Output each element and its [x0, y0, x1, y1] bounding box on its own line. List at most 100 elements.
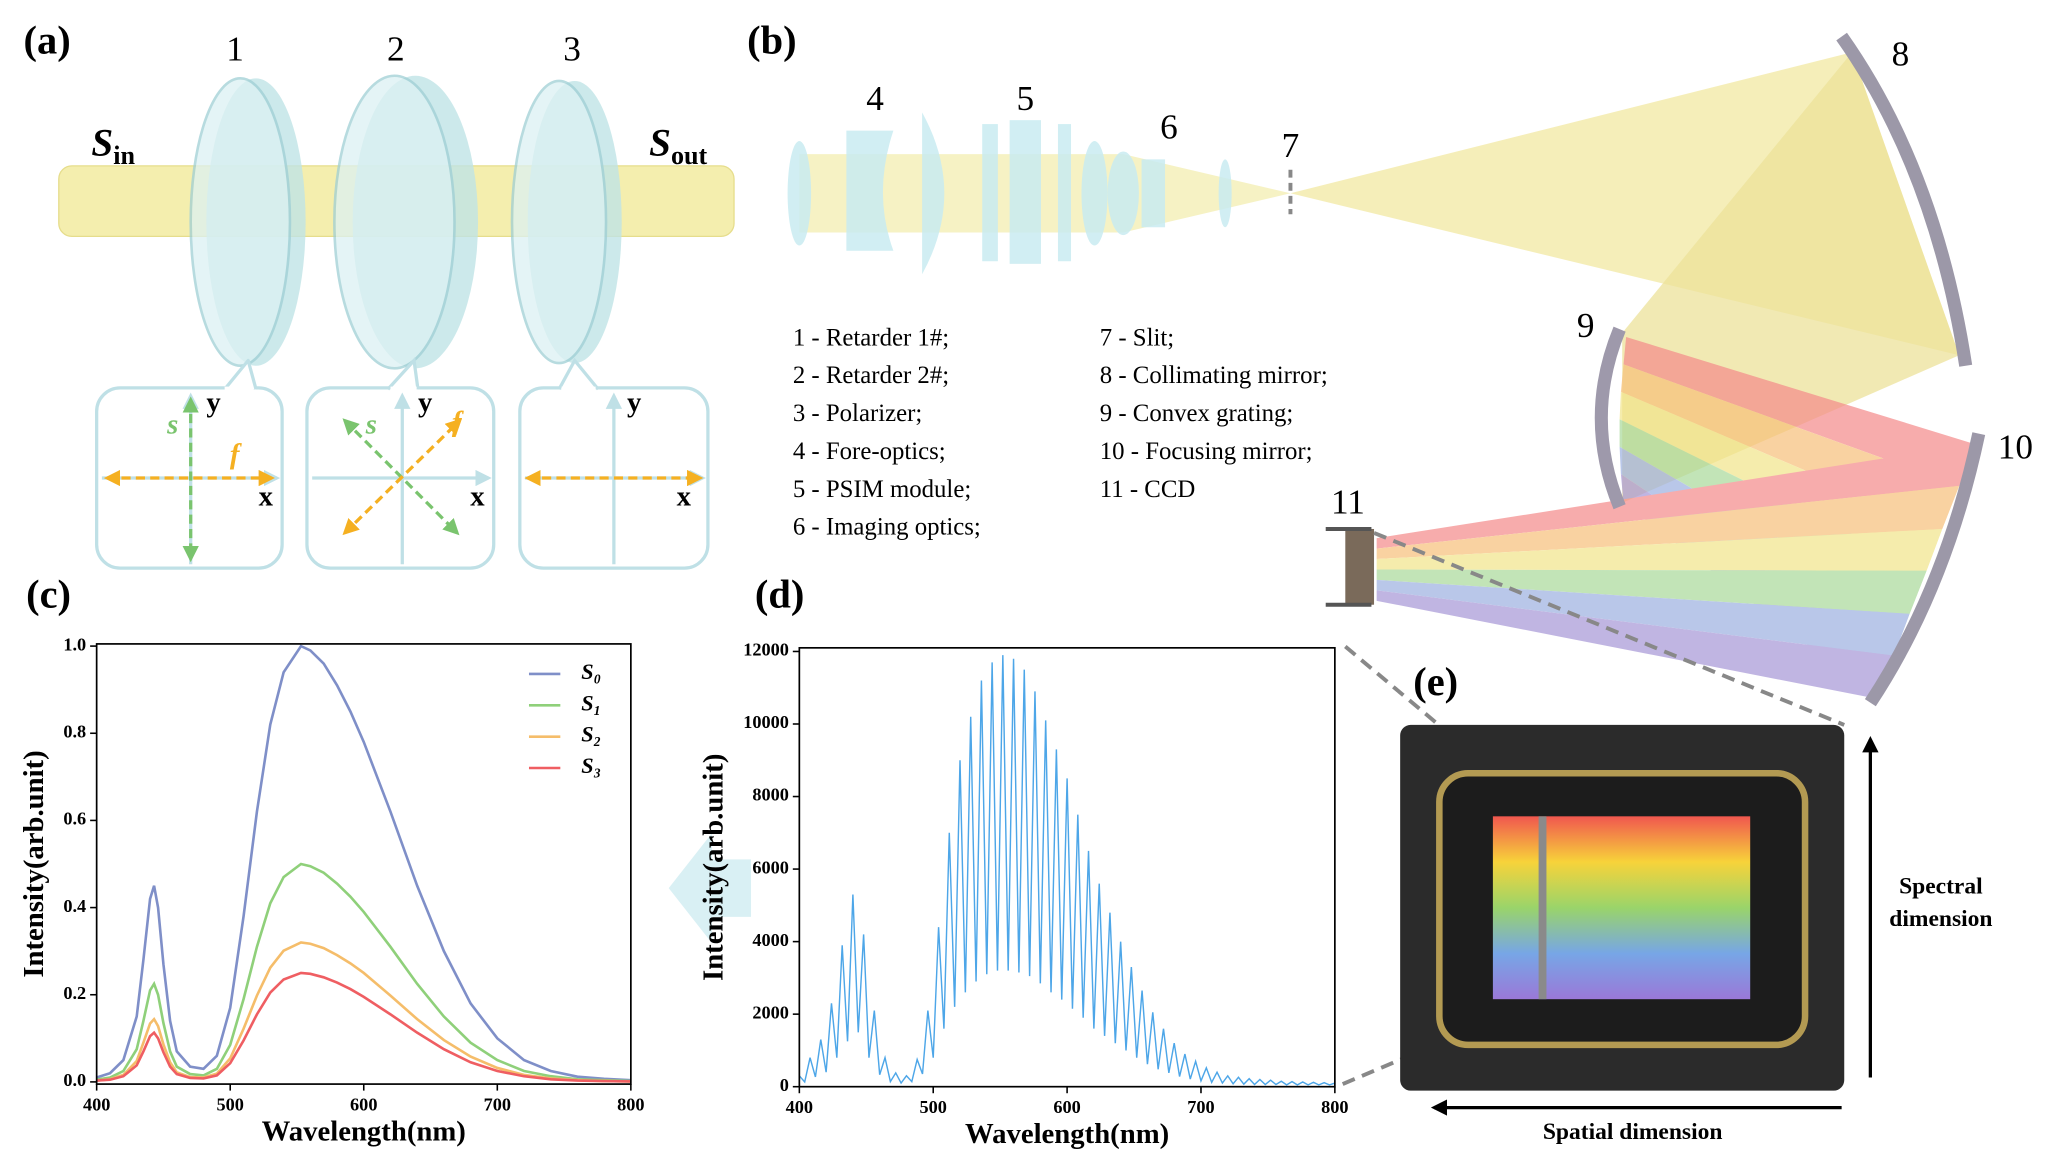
axis-label: x [259, 481, 274, 513]
beam [1376, 528, 1943, 571]
slit-image [1538, 816, 1547, 1000]
lens [787, 141, 812, 246]
slow-label: s [166, 409, 178, 441]
panel-label: (c) [26, 571, 71, 616]
lens [922, 112, 945, 275]
x-tick-label: 600 [1053, 1097, 1080, 1117]
stokes-in: Sin [91, 121, 135, 170]
focusing-mirror [1864, 432, 1986, 707]
component-legend: 1 - Retarder 1#; 2 - Retarder 2#; 3 - Pola… [793, 324, 1328, 540]
fast-label: f [452, 406, 464, 438]
legend-item: 10 - Focusing mirror; [1100, 438, 1313, 465]
ccd-bracket [1325, 527, 1372, 607]
component-number: 4 [866, 79, 884, 118]
y-tick-label: 1.0 [63, 634, 86, 654]
component-number: 10 [1998, 428, 2033, 467]
y-tick-label: 12000 [743, 640, 789, 660]
component-number: 1 [226, 29, 244, 68]
x-tick-label: 700 [1187, 1097, 1214, 1117]
axis-label: dimension [1889, 906, 1992, 932]
axis-arrows [103, 396, 704, 563]
lens [1141, 159, 1166, 228]
legend-item: 8 - Collimating mirror; [1100, 362, 1328, 389]
y-tick-label: 0.8 [63, 721, 86, 741]
plot-frame [95, 643, 632, 1085]
data-line [96, 862, 631, 1083]
component-number: 3 [563, 29, 581, 68]
lens [1009, 120, 1041, 264]
beam [1376, 485, 1960, 560]
beam [1376, 579, 1910, 656]
symbol: S [91, 121, 113, 164]
data-line [798, 655, 1336, 1086]
lens [1107, 151, 1139, 236]
legend-item: 3 - Polarizer; [793, 400, 922, 427]
axis-label: y [206, 386, 221, 418]
lens [1218, 159, 1232, 228]
component-number: 5 [1016, 79, 1034, 118]
legend-label: S₃ [581, 753, 601, 778]
beam [1376, 590, 1894, 699]
legend-item: 7 - Slit; [1100, 324, 1174, 351]
collimating-mirror [1836, 32, 1973, 367]
symbol: S [649, 121, 671, 164]
legend-label: S₁ [581, 690, 601, 715]
convex-grating [1594, 326, 1626, 510]
x-tick-label: 400 [83, 1094, 110, 1114]
sensor [1492, 816, 1751, 1000]
x-tick-label: 800 [617, 1094, 644, 1114]
component-number: 9 [1577, 306, 1595, 345]
x-tick-label: 400 [786, 1097, 813, 1117]
panel-label: (a) [24, 18, 71, 63]
component-number: 2 [387, 29, 405, 68]
component-number: 7 [1282, 126, 1300, 165]
axis-label: x [677, 481, 692, 513]
x-tick-label: 500 [920, 1097, 947, 1117]
data-line [96, 971, 631, 1083]
y-tick-label: 0.4 [63, 896, 86, 916]
inset-labels: y x s f y x s f y x [166, 386, 691, 512]
inset-pointer [223, 358, 258, 391]
subscript: out [671, 141, 708, 170]
legend-item: 5 - PSIM module; [793, 476, 971, 503]
panel-label: (e) [1413, 659, 1458, 704]
axis-label: y [418, 386, 433, 418]
component-number: 8 [1892, 35, 1910, 74]
fast-axis [342, 418, 463, 536]
polarizer [510, 79, 608, 365]
y-tick-label: 2000 [752, 1002, 789, 1022]
inset-pointer [557, 357, 600, 391]
fast-label: f [230, 439, 242, 471]
y-tick-label: 8000 [752, 785, 789, 805]
lens [1057, 124, 1072, 262]
axis-label: Spatial dimension [1543, 1119, 1723, 1145]
y-tick-label: 10000 [743, 712, 789, 732]
panel-label: (b) [747, 18, 796, 63]
stokes-out: Sout [649, 121, 707, 170]
lenses [787, 112, 1232, 275]
legend-label: S₂ [581, 722, 601, 747]
y-tick-label: 0.2 [63, 983, 86, 1003]
y-axis-label: Intensity(arb.unit) [18, 750, 50, 977]
lens [1081, 141, 1108, 246]
slow-label: s [365, 409, 377, 441]
y-tick-label: 6000 [752, 857, 789, 877]
flow-arrow [668, 833, 752, 944]
legend-item: 9 - Convex grating; [1100, 400, 1294, 427]
beam [1623, 336, 1975, 486]
component-number: 6 [1160, 108, 1178, 147]
component-numbers: 4 5 6 7 8 9 10 11 [866, 35, 2033, 522]
inset-pointer [386, 356, 420, 391]
legend-label: S₀ [581, 659, 601, 684]
axis-label: Spectral [1899, 874, 1983, 900]
retarder [333, 74, 456, 370]
subscript: in [113, 141, 135, 170]
pointer-cover [390, 386, 417, 392]
x-tick-label: 500 [217, 1094, 244, 1114]
pointer-cover [224, 386, 254, 392]
pointer-cover [561, 386, 596, 392]
axis-label: x [470, 481, 485, 513]
y-tick-label: 0 [780, 1075, 789, 1095]
data-line [96, 941, 631, 1083]
